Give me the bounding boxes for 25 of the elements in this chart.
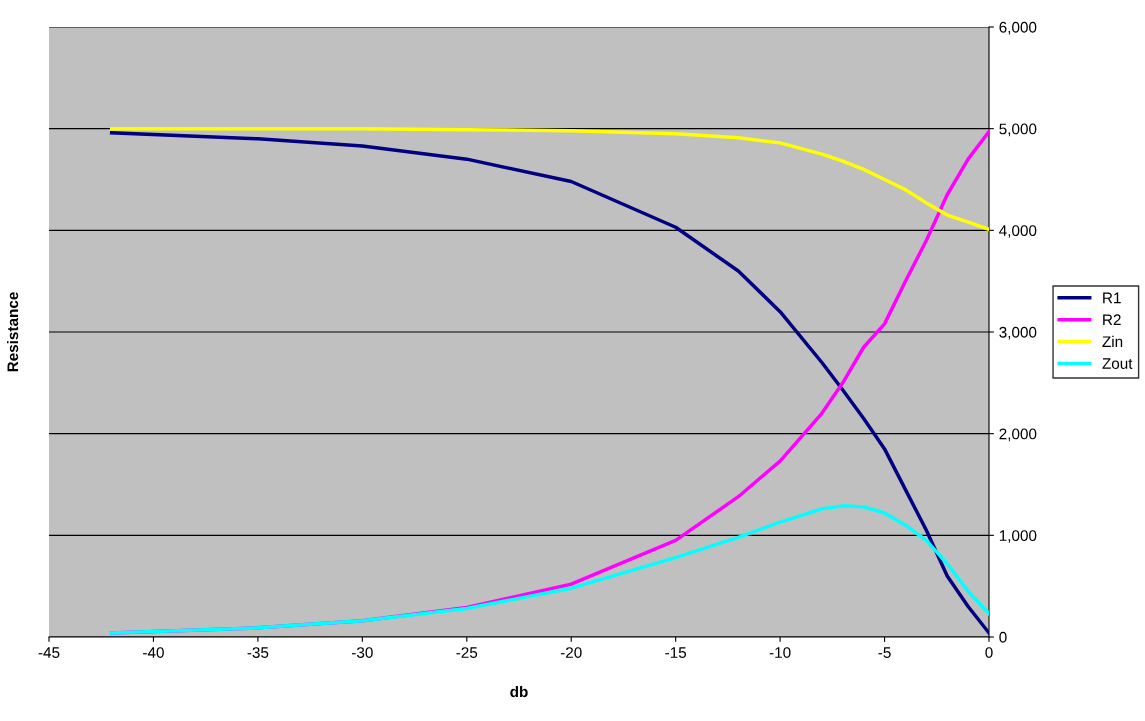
y-tick-label: 5,000 [999,123,1037,137]
x-tick-label: -10 [769,647,791,658]
legend-label: Zout [1102,358,1133,369]
x-axis-title: db [510,685,528,698]
x-tick-label: -15 [665,647,687,658]
x-tick-label: 0 [985,647,993,658]
y-tick-label: 1,000 [999,530,1037,543]
y-tick-label: 4,000 [999,225,1037,238]
line-series [109,504,989,635]
line-series [109,126,989,232]
y-tick-label: 6,000 [999,21,1037,35]
y-tick-label: 3,000 [999,326,1037,340]
y-tick-label: 2,000 [999,428,1037,442]
y-axis-title: Resistance [6,292,19,372]
x-tick-label: -25 [456,647,478,658]
legend-label: R1 [1103,292,1121,304]
x-tick-label: -45 [38,647,60,658]
x-tick-label: -5 [878,647,891,658]
x-tick-label: -20 [560,647,582,658]
legend-label: R2 [1103,314,1121,326]
y-tick-label: 0 [999,631,1007,643]
legend-label: Zin [1102,335,1123,347]
x-tick-label: -35 [247,647,269,658]
x-tick-label: -30 [351,647,373,658]
x-tick-label: -40 [143,647,164,658]
